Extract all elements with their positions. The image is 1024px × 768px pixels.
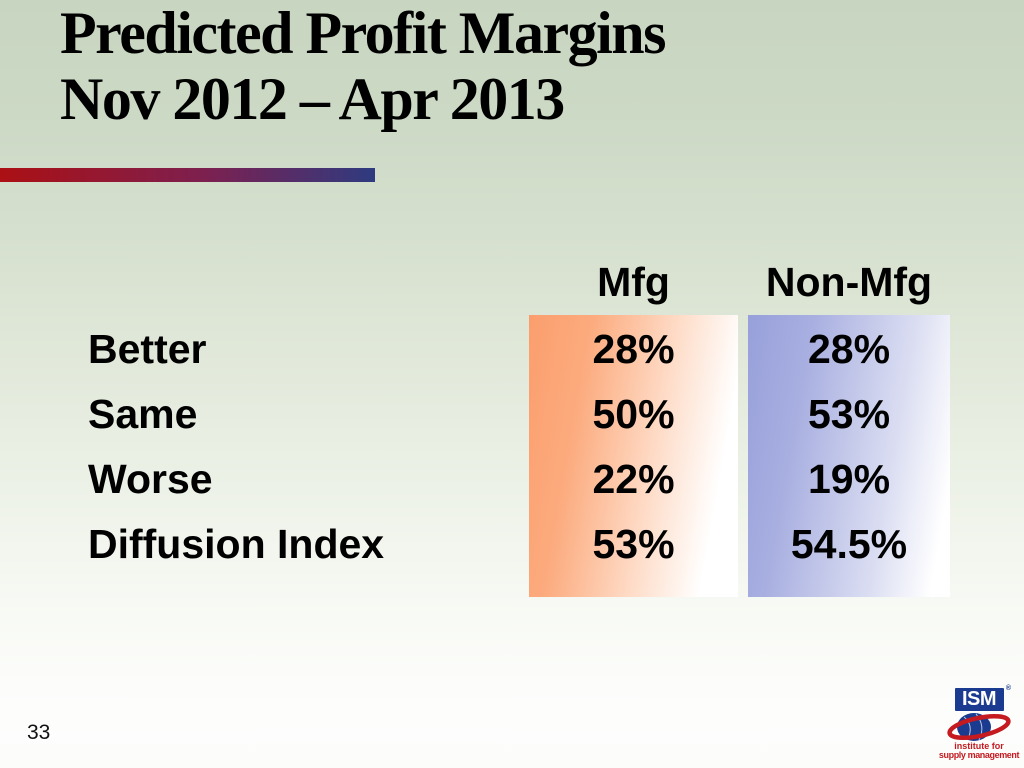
cell-worse-non-mfg: 19% bbox=[807, 455, 891, 502]
ism-logo: ISM ® institute for supply management bbox=[938, 685, 1020, 760]
slide-title-line2: Nov 2012 – Apr 2013 bbox=[60, 66, 565, 132]
row-label-worse: Worse bbox=[88, 455, 213, 502]
non-mfg-column-background bbox=[748, 315, 950, 597]
ism-logo-acronym: ISM bbox=[961, 688, 997, 710]
mfg-column-background bbox=[529, 315, 738, 597]
ism-logo-caption: institute for supply management bbox=[938, 741, 1020, 760]
slide-title-line1: Predicted Profit Margins bbox=[60, 0, 666, 66]
ism-logo-wordmark: ISM ® bbox=[954, 685, 1011, 711]
row-label-diffusion-index: Diffusion Index bbox=[88, 520, 385, 567]
cell-better-non-mfg: 28% bbox=[807, 325, 891, 372]
cell-diffusion-index-non-mfg: 54.5% bbox=[790, 520, 908, 567]
row-label-better: Better bbox=[88, 325, 207, 372]
title-accent-bar bbox=[0, 168, 375, 182]
column-header-non-mfg: Non-Mfg bbox=[765, 258, 933, 305]
slide-page-number: 33 bbox=[27, 721, 51, 744]
cell-worse-mfg: 22% bbox=[592, 455, 675, 502]
cell-same-non-mfg: 53% bbox=[807, 390, 891, 437]
cell-better-mfg: 28% bbox=[592, 325, 675, 372]
ism-globe-swoosh-icon bbox=[947, 713, 1011, 741]
cell-same-mfg: 50% bbox=[592, 390, 675, 437]
slide-title: Predicted Profit Margins Nov 2012 – Apr … bbox=[60, 0, 666, 132]
cell-diffusion-index-mfg: 53% bbox=[592, 520, 675, 567]
ism-caption-line2: supply management bbox=[938, 750, 1020, 760]
column-header-mfg: Mfg bbox=[597, 258, 670, 305]
registered-trademark-icon: ® bbox=[1005, 685, 1011, 692]
ism-caption-line1: institute for bbox=[954, 741, 1004, 751]
row-label-same: Same bbox=[88, 390, 198, 437]
